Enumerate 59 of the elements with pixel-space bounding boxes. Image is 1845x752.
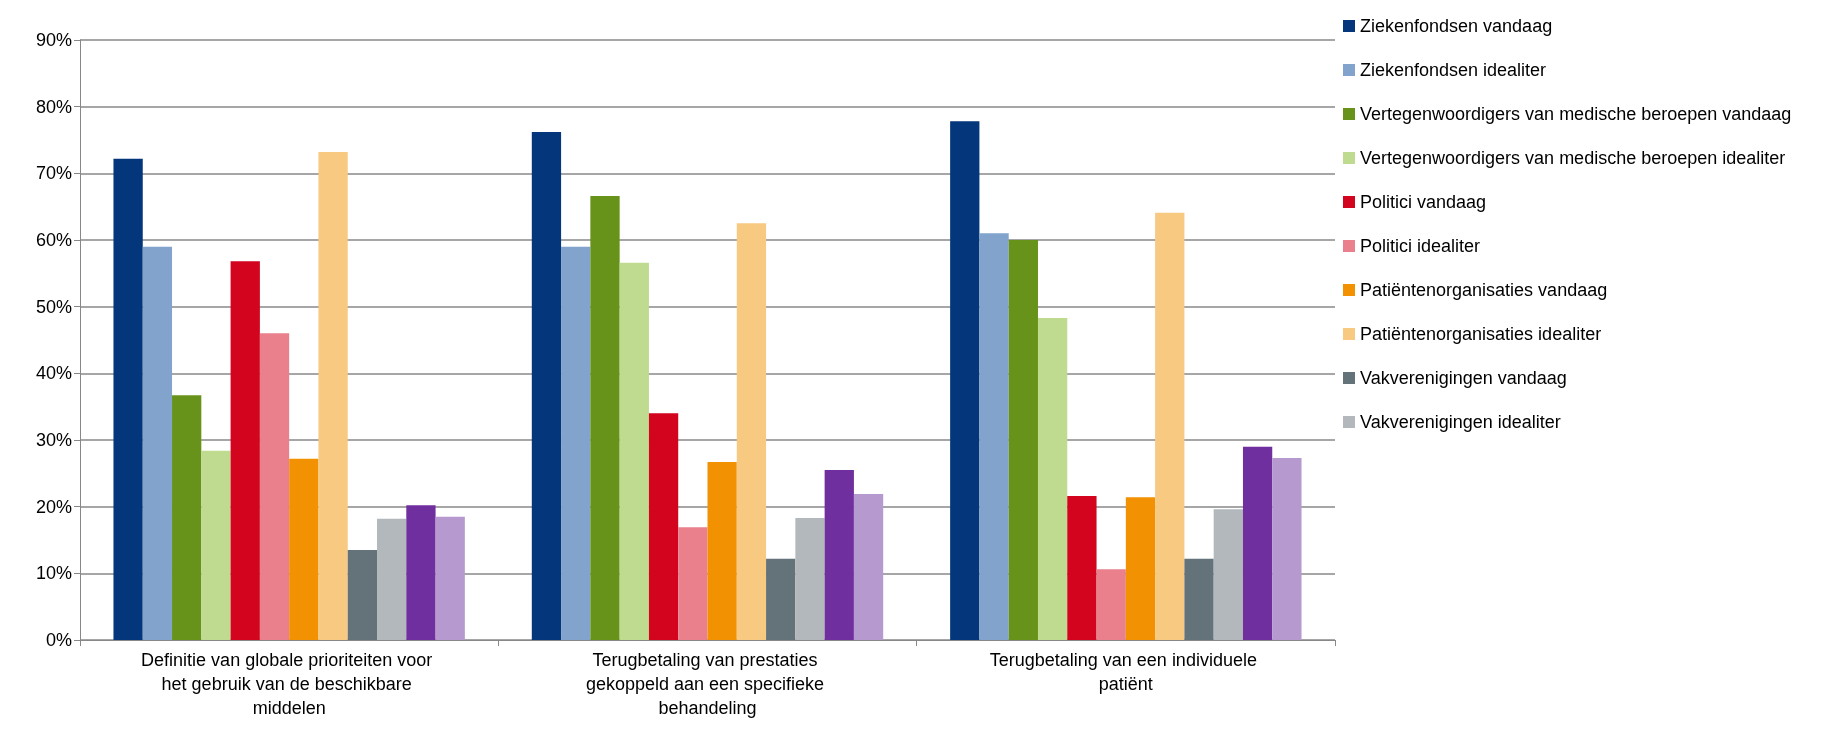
bar	[824, 470, 854, 640]
legend-label: Vakverenigingen vandaag	[1360, 368, 1567, 388]
legend-label: Ziekenfondsen vandaag	[1360, 16, 1553, 36]
x-tick-label: Terugbetaling van een individuele patiënt	[989, 650, 1262, 694]
y-tick-label: 0%	[45, 630, 72, 650]
bar	[406, 505, 436, 640]
bar	[853, 494, 884, 640]
y-tick-label: 80%	[35, 96, 72, 117]
bar	[289, 458, 319, 640]
bar	[736, 223, 767, 640]
bar	[1037, 318, 1068, 640]
bar	[1008, 240, 1038, 640]
bar	[1096, 569, 1126, 640]
bar	[531, 132, 562, 640]
y-tick-label: 50%	[35, 296, 72, 317]
legend-label: Politici idealiter	[1360, 236, 1481, 256]
bar	[347, 550, 378, 640]
bar	[1155, 212, 1185, 640]
bar	[979, 233, 1009, 640]
bar	[201, 450, 231, 640]
y-tick-label: 20%	[35, 496, 72, 517]
bar	[230, 261, 260, 640]
legend-label: Patiëntenorganisaties vandaag	[1360, 280, 1608, 300]
y-tick-label: 10%	[35, 563, 72, 584]
bar	[795, 518, 825, 640]
y-tick-label: 30%	[35, 430, 72, 450]
bar	[318, 152, 348, 640]
bar	[1184, 558, 1214, 640]
bar	[590, 196, 620, 640]
bar	[259, 333, 290, 640]
bar	[172, 395, 202, 640]
y-tick-label: 60%	[35, 230, 72, 250]
bar	[950, 121, 980, 640]
bar	[707, 462, 737, 640]
bar	[1213, 509, 1243, 640]
x-tick-label: Terugbetaling van prestaties gekoppeld aan een specifieke behandeling	[585, 650, 830, 718]
bar	[766, 558, 796, 640]
legend-label: Politici vandaag	[1360, 192, 1487, 212]
bar	[1242, 446, 1273, 640]
legend-label: Ziekenfondsen idealiter	[1360, 60, 1547, 80]
bar	[619, 262, 649, 640]
bar	[678, 527, 708, 640]
legend-label: Patiëntenorganisaties idealiter	[1360, 324, 1602, 344]
bar	[435, 516, 465, 640]
bar	[1125, 497, 1156, 640]
bar	[113, 158, 143, 640]
y-tick-label: 70%	[35, 163, 72, 184]
bar	[1067, 496, 1097, 640]
bar	[1272, 458, 1302, 640]
x-tick-label: Definitie van globale prioriteiten voor het gebruik van de beschikbare middelen	[141, 650, 438, 718]
bar	[648, 413, 679, 640]
legend-label: Vertegenwoordigers van medische beroepen idealiter	[1360, 148, 1786, 168]
legend-label: Vakverenigingen idealiter	[1360, 412, 1561, 432]
bar	[142, 246, 173, 640]
y-tick-label: 90%	[35, 30, 72, 50]
bar	[561, 246, 591, 640]
y-tick-label: 40%	[35, 363, 72, 384]
legend-label: Vertegenwoordigers van medische beroepen vandaag	[1360, 104, 1792, 124]
bar	[377, 518, 407, 640]
